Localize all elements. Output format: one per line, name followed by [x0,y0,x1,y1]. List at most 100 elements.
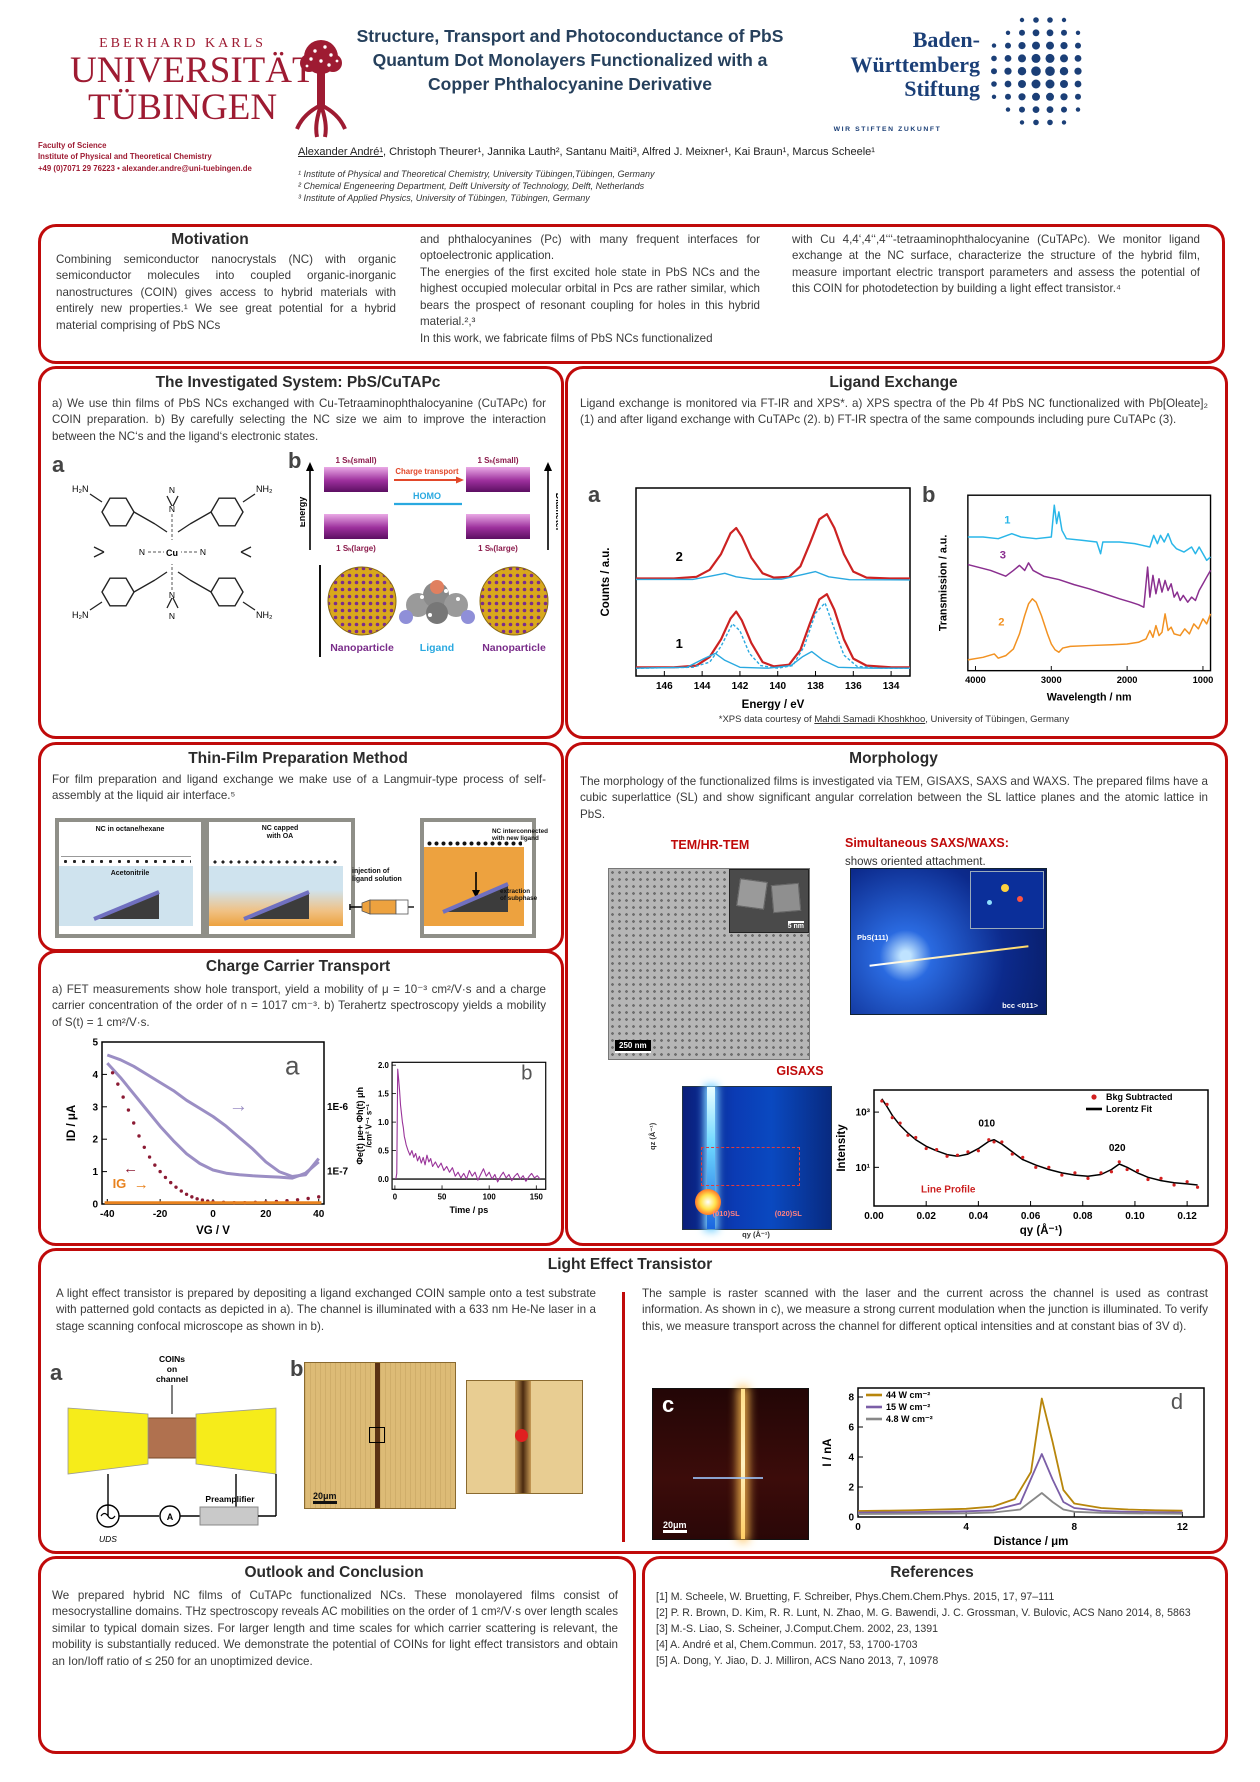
gisaxs-020-label: (020)SL [774,1208,802,1218]
reference-item: [1] M. Scheele, W. Bruetting, F. Schreib… [656,1591,1055,1603]
university-logo-line3: TÜBINGEN [87,87,278,128]
h2n-label: H₂N [72,610,89,620]
reference-item: [2] P. R. Brown, D. Kim, R. R. Lunt, N. … [656,1606,1191,1619]
svg-text:4.8 W cm⁻²: 4.8 W cm⁻² [886,1414,933,1424]
svg-text:Distance / μm: Distance / μm [994,1536,1069,1547]
footnote-post: , University of Tübingen, Germany [925,714,1070,725]
university-logo: EBERHARD KARLS UNIVERSITÄT TÜBINGEN [70,36,315,128]
coins-label-2: on [167,1364,177,1374]
svg-text:→: → [134,1176,149,1193]
svg-text:a: a [285,1050,300,1080]
svg-text:Transmission / a.u.: Transmission / a.u. [938,535,949,632]
contact-line3: +49 (0)7071 29 76223 • alexander.andre@u… [38,163,252,173]
svg-text:Line Profile: Line Profile [921,1185,976,1196]
affiliations-block: ¹ Institute of Physical and Theoretical … [298,168,998,204]
ftir-chart: 4000 3000 2000 1000 Wavelength / nm Transmiss… [937,482,1218,710]
svg-text:Intensity: Intensity [836,1124,848,1172]
thin-film-body: For film preparation and ligand exchange… [52,773,546,803]
charge-body: a) FET measurements show hole transport,… [52,983,546,1029]
svg-text:44 W cm⁻²: 44 W cm⁻² [886,1390,930,1400]
svg-text:0.5: 0.5 [378,1146,390,1155]
nc-oa-label: NC capped with OA [261,825,299,841]
let-title: Light Effect Transistor [547,1256,713,1273]
saxs-heading-wrap: Simultaneous SAXS/WAXS: shows oriented a… [845,834,1215,870]
langmuir-panel-3 [420,818,536,938]
nc-octane-label: NC in octane/hexane [95,826,165,833]
funder-dots-icon [991,17,1082,126]
scan-image-c: 20μm [652,1388,809,1540]
tem-nc-square [770,882,802,914]
coins-label-3: channel [156,1374,188,1384]
svg-text:0: 0 [210,1209,216,1220]
svg-text:0: 0 [393,1193,398,1202]
coins-label-1: COINs [159,1354,185,1364]
affiliation-1: ¹ Institute of Physical and Theoretical … [298,169,655,179]
uds-label: UDS [99,1534,117,1544]
tem-nc-square [736,878,768,910]
scale-bar-b: 20μm [313,1491,337,1504]
affiliation-3: ³ Institute of Applied Physics, Universi… [298,193,590,204]
preamplifier-label: Preamplifier [205,1494,255,1504]
cu-atom-label: Cu [166,548,178,558]
funder-line1: Baden- [912,27,980,52]
svg-text:1.0: 1.0 [378,1118,390,1127]
svg-text:0.08: 0.08 [1073,1211,1093,1222]
confocal-image-b: 20μm [304,1362,456,1509]
energy-level-diagram: Energy 1 Sₕ(small) 1 Sₕ(large) 1 Sₕ(smal… [300,456,558,553]
svg-text:8: 8 [848,1393,854,1404]
acetonitrile-label: Acetonitrile [110,870,150,877]
thz-chart: 0 50 100 150 0.0 0.5 1.0 1.5 2.0 Time / ps Φe(t) μ… [355,1036,552,1236]
svg-text:VG / V: VG / V [196,1225,230,1236]
university-logo-line2: UNIVERSITÄT [70,50,315,91]
morphology-title: Morphology [849,750,938,767]
motivation-title: Motivation [171,231,249,248]
tem-inset-scale: 5 nm [787,921,804,930]
nc-layer [61,856,191,866]
svg-text:1: 1 [1004,515,1010,527]
svg-text:Counts / a.u.: Counts / a.u. [600,548,612,617]
svg-text:100: 100 [483,1193,497,1202]
svg-text:15 W cm⁻²: 15 W cm⁻² [886,1402,930,1412]
morphology-body: The morphology of the functionalized fil… [580,775,1208,821]
channel-cross-line [693,1477,763,1479]
ligand-panel-a-label: a [588,482,601,507]
svg-text:2: 2 [848,1483,854,1494]
svg-text:1.5: 1.5 [378,1089,390,1098]
svg-text:010: 010 [978,1118,995,1129]
svg-text:Energy / eV: Energy / eV [742,699,805,710]
poster-title: Structure, Transport and Photoconductanc… [356,26,784,95]
substrate-wedge-icon [243,890,310,921]
nanoparticle-label: Nanoparticle [482,642,546,654]
reference-item: [5] A. Dong, Y. Jiao, D. J. Milliron, AC… [656,1654,939,1667]
svg-text:2: 2 [998,617,1004,629]
svg-text:0.04: 0.04 [969,1211,989,1222]
gisaxs-profile-chart: 0.00 0.02 0.04 0.06 0.08 0.10 0.12 10³ 10¹ qy (Å⁻… [836,1084,1216,1237]
sh-small-label: 1 Sₕ(small) [477,456,518,465]
let-right-text: The sample is raster scanned with the la… [642,1287,1208,1333]
saxs-beamline [869,945,1029,967]
ligand-exchange-box [565,366,1228,739]
motivation-col2: and phthalocyanines (Pc) with many frequ… [420,233,760,345]
system-box [38,366,564,739]
svg-text:1E-7: 1E-7 [327,1167,349,1178]
tem-inset: 5 nm [729,869,809,933]
reference-item: [4] A. André et al, Chem.Commun. 2017, 5… [656,1638,918,1651]
nh2-label: NH₂ [256,484,273,494]
svg-text:Φe(t) μe+ Φh(t) μh: Φe(t) μe+ Φh(t) μh [356,1087,365,1165]
svg-text:136: 136 [845,681,862,692]
svg-text:140: 140 [769,681,786,692]
saxs-inset [970,871,1044,929]
cutapc-structure: Cu N N N N N N H₂N H₂N NH₂ NH₂ [72,484,273,621]
svg-text:2: 2 [676,549,683,564]
saxs-spot [1001,884,1009,892]
charge-transport-box [38,950,564,1246]
svg-text:50: 50 [438,1193,447,1202]
fet-chart: -40 -20 0 20 40 0 1 2 3 4 5 VG / V ID / μA a IG → ← → 1E-6… [66,1036,356,1238]
injection-label: injection of ligand solution [352,868,402,884]
saxs-subheading: shows oriented attachment. [845,856,986,868]
contact-line2: Institute of Physical and Theoretical Ch… [38,152,212,162]
tree-logo-icon [295,40,347,138]
langmuir-panel-1: NC in octane/hexane Acetonitrile [55,818,205,938]
svg-text:0.02: 0.02 [916,1211,936,1222]
tem-scale-bar: 250 nm [615,1040,651,1053]
